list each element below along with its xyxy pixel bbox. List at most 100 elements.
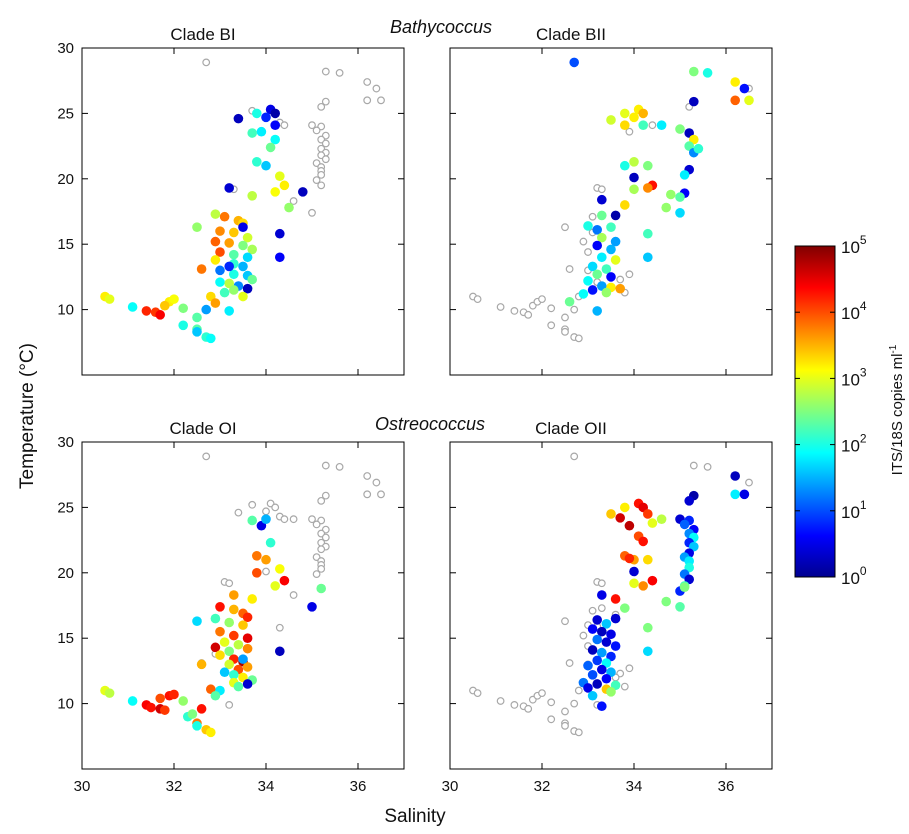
point-detected [744, 95, 754, 106]
point-no-detection [321, 97, 330, 106]
point-no-detection [317, 545, 326, 554]
point-detected [215, 265, 225, 276]
point-no-detection [473, 295, 482, 304]
colorbar-gradient [794, 245, 836, 578]
point-detected [739, 489, 750, 500]
point-detected [155, 693, 165, 704]
colorbar: 105 104 103 102 101 100 ITS/18S copies ml-1 [794, 233, 906, 588]
point-detected [656, 514, 667, 524]
point-detected [606, 272, 616, 282]
point-detected [238, 654, 248, 664]
point-detected [229, 227, 239, 238]
point-no-detection [372, 478, 381, 487]
point-no-detection [262, 567, 270, 576]
point-no-detection [570, 452, 579, 461]
point-detected [261, 160, 271, 171]
point-no-detection [579, 237, 588, 246]
point-no-detection [547, 321, 556, 330]
point-detected [270, 108, 281, 119]
point-no-detection [689, 461, 698, 470]
point-detected [279, 575, 290, 586]
point-detected [192, 312, 202, 323]
point-detected [307, 602, 317, 612]
point-detected [261, 554, 271, 565]
point-no-detection [289, 197, 298, 205]
point-detected [247, 274, 257, 285]
point-no-detection [561, 223, 569, 232]
panel-title: Clade OII [535, 419, 607, 438]
point-detected [169, 294, 179, 304]
y-tick-label: 20 [57, 171, 74, 188]
point-no-detection [597, 604, 606, 613]
point-detected [675, 602, 685, 612]
point-detected [155, 310, 165, 320]
colorbar-tick-label: 103 [841, 365, 867, 389]
point-detected [730, 471, 740, 481]
panel-clade-bi: Clade BI 10 15 20 25 30 [57, 25, 405, 376]
point-detected [261, 112, 271, 123]
point-no-detection [703, 462, 712, 471]
point-detected [689, 66, 699, 77]
point-detected [224, 306, 234, 316]
point-no-detection [363, 78, 372, 86]
point-detected [587, 261, 598, 272]
point-no-detection [625, 664, 634, 673]
x-tick-label: 32 [166, 778, 183, 795]
point-detected [675, 192, 685, 202]
point-no-detection [524, 310, 533, 319]
colorbar-title: ITS/18S copies ml-1 [888, 344, 906, 475]
point-no-detection [312, 126, 321, 135]
point-detected [224, 659, 234, 670]
point-no-detection [202, 452, 211, 461]
point-detected [146, 702, 156, 713]
point-no-detection [363, 490, 372, 499]
point-detected [210, 690, 221, 701]
point-no-detection [496, 303, 505, 311]
point-detected [238, 261, 248, 272]
point-no-detection [547, 304, 556, 313]
point-detected [192, 616, 202, 626]
point-detected [215, 626, 225, 637]
plot-area [81, 47, 405, 376]
point-detected [578, 289, 589, 299]
point-detected [242, 679, 253, 689]
point-detected [229, 670, 239, 680]
point-detected [238, 240, 248, 251]
point-no-detection [308, 208, 316, 217]
point-detected [206, 333, 216, 344]
point-detected [610, 613, 621, 624]
y-tick-label: 10 [57, 696, 74, 713]
point-detected [679, 170, 690, 180]
panel-clade-oi: Clade OI 30 32 34 36 10 15 20 25 30 [57, 419, 405, 795]
point-detected [661, 202, 671, 213]
point-detected [229, 604, 239, 615]
point-detected [629, 172, 639, 183]
point-no-detection [574, 334, 583, 343]
point-detected [615, 283, 625, 294]
point-detected [610, 255, 621, 265]
point-detected [675, 208, 685, 218]
point-detected [583, 660, 593, 671]
point-detected [647, 518, 658, 528]
point-detected [583, 221, 593, 231]
point-no-detection [308, 515, 316, 524]
point-detected [210, 298, 221, 308]
point-no-detection [225, 579, 234, 588]
point-detected [178, 320, 188, 331]
point-no-detection [496, 697, 505, 705]
point-detected [629, 156, 639, 167]
colorbar-title-superscript: -1 [888, 344, 899, 353]
point-no-detection [321, 155, 330, 164]
point-detected [693, 143, 704, 154]
point-detected [638, 120, 648, 130]
point-detected [141, 306, 152, 316]
point-detected [210, 255, 221, 265]
point-no-detection [574, 728, 583, 737]
point-no-detection [561, 721, 569, 730]
point-no-detection [377, 490, 385, 499]
point-detected [564, 296, 575, 307]
x-axis-title: Salinity [384, 806, 446, 827]
point-detected [643, 252, 653, 263]
point-no-detection [289, 591, 298, 599]
point-no-detection [574, 686, 583, 695]
